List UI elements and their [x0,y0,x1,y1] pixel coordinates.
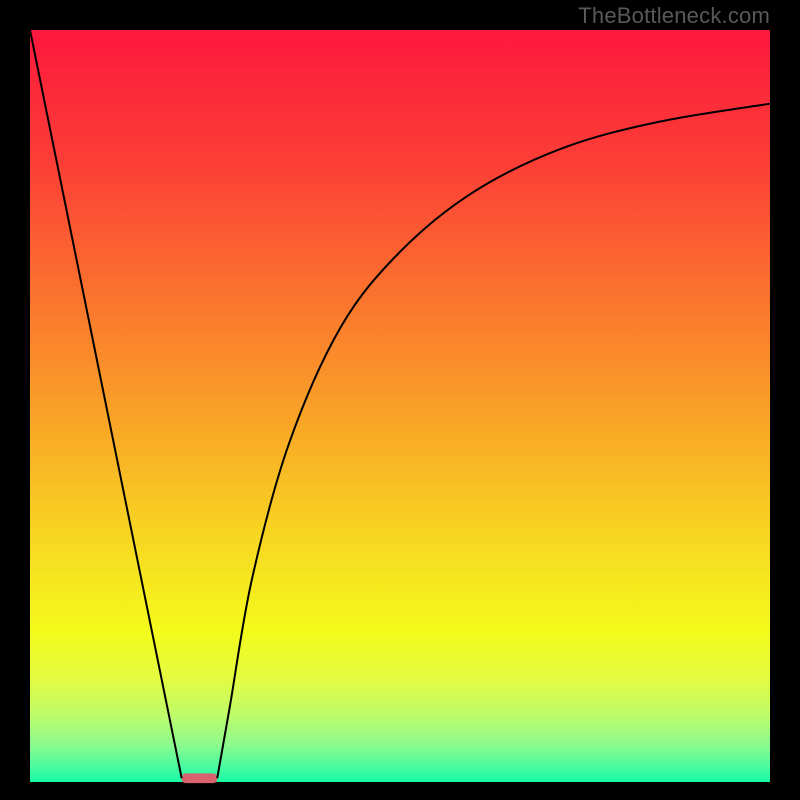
frame-border-left [0,0,30,800]
plot-area [30,30,770,782]
frame-border-bottom [0,782,800,800]
vertex-marker [182,773,218,783]
left-descent-line [30,30,182,778]
chart-frame: TheBottleneck.com [0,0,800,800]
curve-svg [30,30,770,782]
right-asymptote-curve [217,104,770,779]
watermark-text: TheBottleneck.com [578,3,770,29]
frame-border-right [770,0,800,800]
